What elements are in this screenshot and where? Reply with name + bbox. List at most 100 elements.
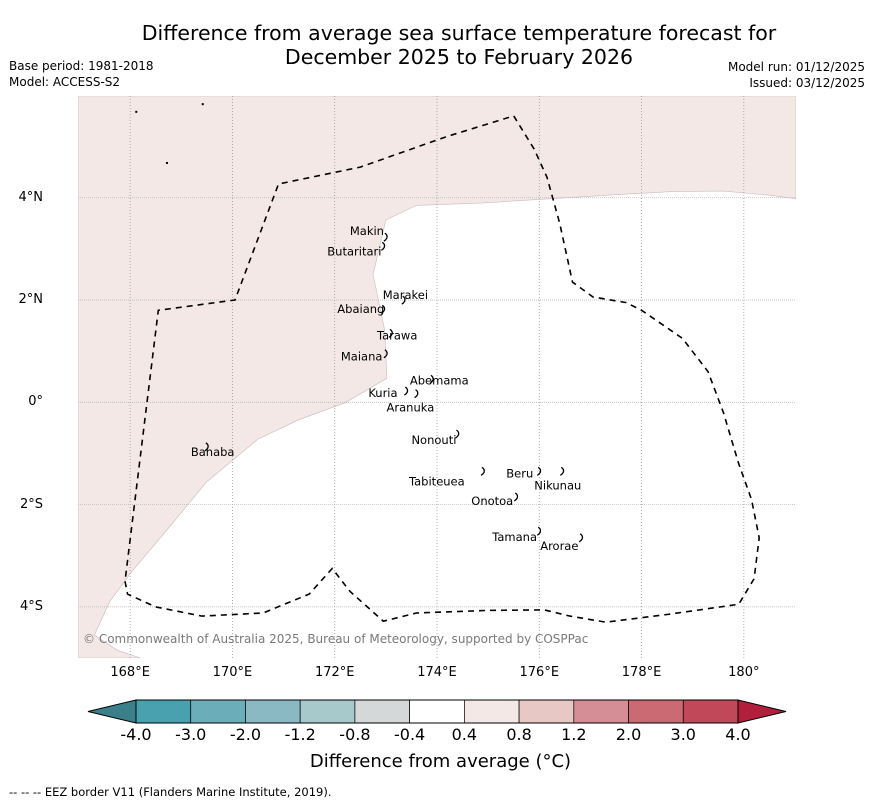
islet-marker [165, 161, 168, 164]
island-butaritari: Butaritari [327, 241, 386, 258]
eez-border-line [124, 114, 761, 624]
island-label: Abemama [410, 373, 469, 387]
colorbar-extend-high [737, 699, 787, 724]
island-nikunau: Nikunau [534, 466, 581, 492]
colorbar-tick-label: 2.0 [615, 725, 642, 744]
island-arorae: Arorae [540, 533, 584, 553]
graticule [78, 96, 796, 658]
longitude-tick-label: 168°E [110, 665, 150, 680]
chart-title: Difference from average sea surface temp… [0, 21, 873, 69]
colorbar-segment [409, 699, 465, 724]
colorbar-segment [464, 699, 520, 724]
longitude-tick-label: 180° [728, 665, 760, 680]
title-line-1: Difference from average sea surface temp… [141, 21, 777, 45]
island-banaba: Banaba [191, 442, 235, 459]
longitude-tick-label: 178°E [621, 665, 662, 680]
colorbar-extend-low [87, 699, 137, 724]
colorbar-tick-label: -3.0 [175, 725, 207, 744]
island-label: Arorae [540, 539, 578, 553]
island-makin: Makin [350, 224, 388, 242]
colorbar-tick-label: -0.4 [394, 725, 426, 744]
longitude-tick-label: 170°E [212, 665, 253, 680]
island-shape [401, 295, 406, 305]
meta-left: Base period: 1981-2018 Model: ACCESS-S2 [9, 58, 154, 90]
island-label: Beru [506, 466, 533, 480]
colorbar-tick-label: -1.2 [284, 725, 316, 744]
island-shape [455, 429, 460, 439]
island-abemama: Abemama [410, 373, 469, 387]
longitude-tick-label: 176°E [519, 665, 560, 680]
colorbar-tick-label: -4.0 [120, 725, 152, 744]
issued-date: Issued: 03/12/2025 [749, 76, 865, 90]
base-period: Base period: 1981-2018 [9, 59, 154, 73]
colorbar-segment [245, 699, 301, 724]
island-shape [204, 442, 209, 452]
latitude-tick-label: 0° [28, 394, 43, 410]
island-shape [559, 466, 565, 476]
model-name: Model: ACCESS-S2 [9, 75, 121, 89]
colorbar-tick-label: -0.8 [339, 725, 371, 744]
title-line-2: December 2025 to February 2026 [284, 45, 634, 69]
colorbar-segment [354, 699, 410, 724]
island-shape [383, 232, 388, 242]
anomaly-layer [78, 96, 796, 658]
colorbar-segment [190, 699, 246, 724]
colorbar-segment [573, 699, 629, 724]
latitude-tick-label: 2°N [18, 292, 44, 308]
island-label: Tabiteuea [408, 474, 465, 488]
island-nonouti: Nonouti [411, 429, 460, 447]
island-tabiteuea: Tabiteuea [408, 466, 485, 488]
island-tamana: Tamana [491, 526, 542, 544]
colorbar-tick-label: 1.2 [561, 725, 587, 744]
eez-legend-note: -- -- -- EEZ border V11 (Flanders Marine… [9, 785, 332, 799]
island-beru: Beru [506, 466, 542, 480]
island-abaiang: Abaiang [337, 302, 386, 316]
colorbar [87, 699, 787, 724]
island-shape [513, 492, 519, 502]
island-aranuka: Aranuka [387, 389, 434, 415]
colorbar-segment [628, 699, 684, 724]
island-onotoa: Onotoa [471, 492, 519, 508]
island-label: Makin [350, 224, 384, 238]
eez-border-layer [124, 114, 761, 624]
colorbar-tick-label: 3.0 [670, 725, 696, 744]
colorbar-tick-label: 0.8 [506, 725, 532, 744]
latitude-tick-label: 2°S [19, 496, 43, 512]
colorbar-label: Difference from average (°C) [309, 751, 572, 772]
island-marakei: Marakei [383, 288, 428, 305]
longitude-tick-label: 174°E [417, 665, 457, 680]
island-shape [536, 526, 542, 536]
island-label: Tarawa [376, 328, 417, 342]
island-label: Nonouti [411, 433, 456, 447]
colorbar-tick-label: -2.0 [229, 725, 262, 744]
colorbar-segment [299, 699, 356, 724]
island-label: Marakei [383, 288, 428, 302]
island-shape [578, 533, 584, 543]
island-shape [380, 304, 386, 314]
island-label: Maiana [341, 350, 383, 364]
island-shape [388, 328, 393, 338]
colorbar-segment [135, 699, 192, 724]
island-label: Tamana [491, 530, 537, 544]
anomaly-area-warm [78, 96, 796, 658]
colorbar-tick-label: 4.0 [725, 725, 751, 744]
island-maiana: Maiana [341, 349, 388, 364]
colorbar-outline [135, 699, 739, 724]
island-label: Onotoa [471, 494, 513, 508]
island-shape [429, 374, 434, 384]
copyright-notice: © Commonwealth of Australia 2025, Bureau… [83, 632, 589, 646]
island-shape [536, 466, 542, 476]
island-label: Kuria [368, 386, 397, 400]
island-label: Nikunau [534, 478, 581, 492]
colorbar-segment [518, 699, 575, 724]
islet-marker [201, 103, 204, 106]
island-tarawa: Tarawa [376, 328, 417, 342]
colorbar-tick-label: 0.4 [451, 725, 478, 744]
island-label: Banaba [191, 445, 235, 459]
island-shape [480, 466, 485, 476]
island-kuria: Kuria [368, 386, 409, 400]
colorbar-segment [682, 699, 739, 724]
meta-right: Model run: 01/12/2025 Issued: 03/12/2025 [728, 59, 865, 91]
island-shape [414, 389, 419, 399]
